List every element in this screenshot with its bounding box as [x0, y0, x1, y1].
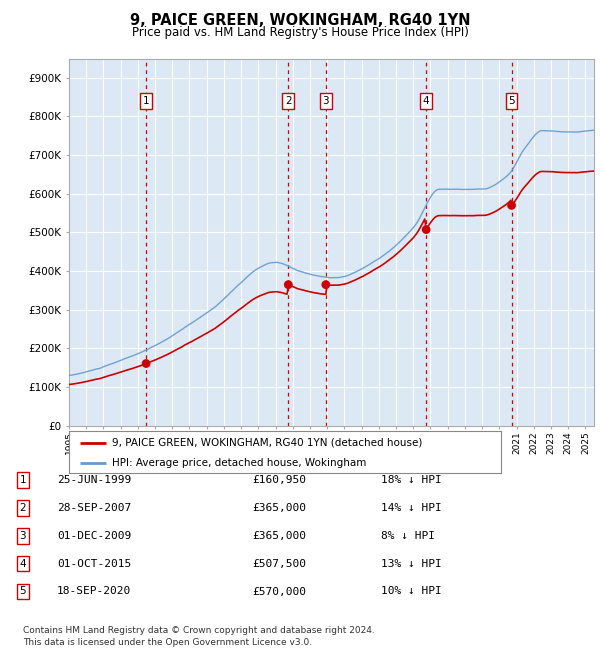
Text: 18% ↓ HPI: 18% ↓ HPI	[381, 474, 442, 485]
Text: £365,000: £365,000	[252, 502, 306, 513]
Text: £507,500: £507,500	[252, 558, 306, 569]
Text: 13% ↓ HPI: 13% ↓ HPI	[381, 558, 442, 569]
Text: HPI: Average price, detached house, Wokingham: HPI: Average price, detached house, Woki…	[112, 458, 367, 467]
Text: 1: 1	[143, 96, 149, 106]
Point	[507, 200, 517, 211]
Text: 5: 5	[19, 586, 26, 597]
Text: 9, PAICE GREEN, WOKINGHAM, RG40 1YN: 9, PAICE GREEN, WOKINGHAM, RG40 1YN	[130, 13, 470, 28]
Text: Price paid vs. HM Land Registry's House Price Index (HPI): Price paid vs. HM Land Registry's House …	[131, 26, 469, 39]
Text: 3: 3	[19, 530, 26, 541]
Point	[421, 224, 431, 235]
Text: 3: 3	[323, 96, 329, 106]
Point	[283, 280, 293, 290]
Point	[321, 280, 331, 290]
Text: 25-JUN-1999: 25-JUN-1999	[57, 474, 131, 485]
Text: 01-OCT-2015: 01-OCT-2015	[57, 558, 131, 569]
Text: 2: 2	[285, 96, 292, 106]
Text: 1: 1	[19, 474, 26, 485]
Text: £160,950: £160,950	[252, 474, 306, 485]
Text: £570,000: £570,000	[252, 586, 306, 597]
Text: 01-DEC-2009: 01-DEC-2009	[57, 530, 131, 541]
Text: £365,000: £365,000	[252, 530, 306, 541]
Text: 2: 2	[19, 502, 26, 513]
Text: 9, PAICE GREEN, WOKINGHAM, RG40 1YN (detached house): 9, PAICE GREEN, WOKINGHAM, RG40 1YN (det…	[112, 438, 422, 448]
Text: 10% ↓ HPI: 10% ↓ HPI	[381, 586, 442, 597]
Point	[142, 358, 151, 369]
Text: 18-SEP-2020: 18-SEP-2020	[57, 586, 131, 597]
Text: 8% ↓ HPI: 8% ↓ HPI	[381, 530, 435, 541]
Text: 4: 4	[19, 558, 26, 569]
Text: 5: 5	[508, 96, 515, 106]
Text: 4: 4	[423, 96, 430, 106]
Text: Contains HM Land Registry data © Crown copyright and database right 2024.
This d: Contains HM Land Registry data © Crown c…	[23, 626, 374, 647]
Text: 14% ↓ HPI: 14% ↓ HPI	[381, 502, 442, 513]
Text: 28-SEP-2007: 28-SEP-2007	[57, 502, 131, 513]
